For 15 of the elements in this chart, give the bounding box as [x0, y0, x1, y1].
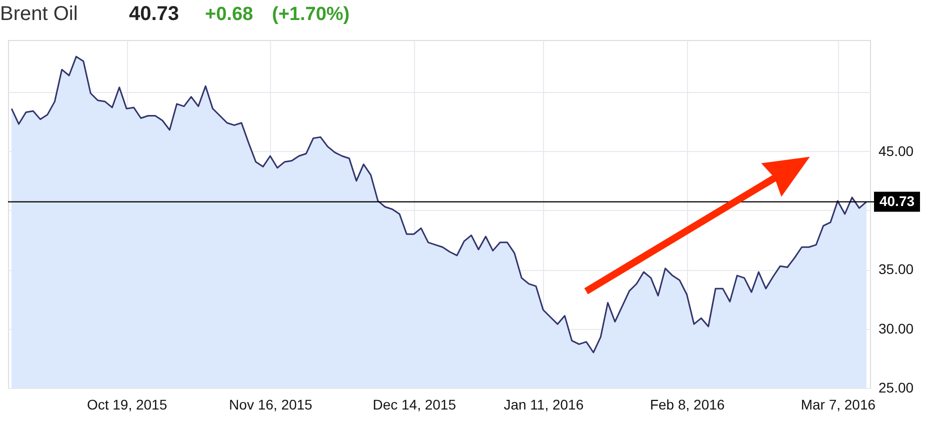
text: 40.73	[129, 3, 180, 25]
x-tick-label: Nov 16, 2015	[229, 396, 313, 412]
ref-line-label: 40.73	[879, 192, 915, 209]
text: (+1.70%)	[272, 4, 350, 25]
x-tick-label: Feb 8, 2016	[650, 396, 725, 412]
chart-title: Brent Oil	[0, 3, 78, 25]
x-tick-label: Oct 19, 2015	[86, 396, 168, 412]
x-tick-label: Mar 7, 2016	[800, 396, 876, 412]
y-tick-label: 30.00	[878, 320, 914, 336]
y-tick-label: 35.00	[878, 261, 914, 278]
x-tick-label: Jan 11, 2016	[504, 396, 584, 412]
x-tick-label: Dec 14, 2015	[372, 396, 456, 412]
y-tick-label: 45.00	[878, 142, 914, 159]
y-tick-label: 25.00	[878, 380, 914, 396]
text: +0.68	[205, 4, 254, 25]
